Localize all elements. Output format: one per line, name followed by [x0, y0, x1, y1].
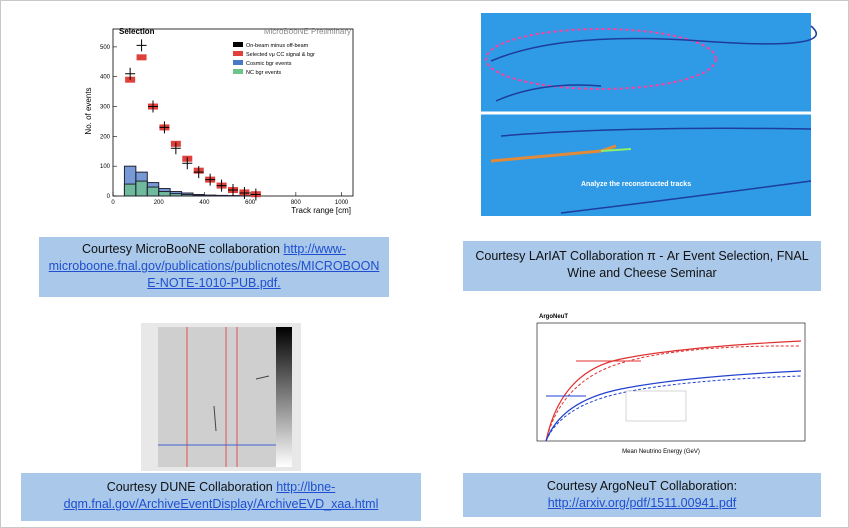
- caption-text: Courtesy DUNE Collaboration: [107, 480, 273, 494]
- histogram-bar: [124, 184, 135, 196]
- histogram-bar: [170, 194, 181, 196]
- legend-swatch: [233, 60, 243, 65]
- image-label: Analyze the reconstructed tracks: [581, 181, 691, 188]
- color-scale: [276, 327, 292, 467]
- y-tick-label: 100: [100, 164, 111, 170]
- plot-title: Selection: [119, 27, 155, 36]
- x-tick-label: 600: [245, 200, 256, 206]
- legend-swatch: [233, 42, 243, 47]
- histogram-bar: [193, 195, 204, 196]
- legend-label: NC bgr events: [246, 70, 281, 76]
- histogram-bar: [136, 181, 147, 196]
- x-tick-label: 400: [199, 200, 210, 206]
- histogram-bar: [182, 195, 193, 196]
- caption: Courtesy LArIAT Collaboration π - Ar Eve…: [463, 241, 821, 291]
- plot-label: MicroBooNE Preliminary: [264, 27, 351, 36]
- y-tick-label: 300: [100, 105, 111, 111]
- plot-image: [506, 311, 816, 463]
- x-axis-label: Mean Neutrino Energy (GeV): [622, 449, 700, 455]
- plot-title: ArgoNeuT: [539, 314, 568, 320]
- y-axis-label: No. of events: [84, 87, 93, 134]
- caption: Courtesy DUNE Collaboration http://lbne-…: [21, 473, 421, 521]
- x-tick-label: 1000: [335, 200, 349, 206]
- y-tick-label: 400: [100, 75, 111, 81]
- caption: Courtesy ArgoNeuT Collaboration: http://…: [463, 473, 821, 517]
- caption-text: Courtesy MicroBooNE collaboration: [82, 242, 280, 256]
- mc-box: [137, 54, 147, 60]
- legend-label: Selected νμ CC signal & bgr: [246, 52, 315, 58]
- x-tick-label: 200: [154, 200, 165, 206]
- legend-swatch: [233, 69, 243, 74]
- x-axis-label: Track range [cm]: [291, 206, 351, 215]
- caption-text: Courtesy LArIAT Collaboration π - Ar Eve…: [475, 249, 808, 280]
- display-area: [158, 327, 276, 467]
- y-tick-label: 500: [100, 45, 111, 51]
- y-tick-label: 200: [100, 134, 111, 140]
- caption: Courtesy MicroBooNE collaboration http:/…: [39, 237, 389, 297]
- histogram-bar: [204, 195, 215, 196]
- caption-text: Courtesy ArgoNeuT Collaboration:: [547, 479, 737, 493]
- histogram-bar: [159, 192, 170, 196]
- legend-label: On-beam minus off-beam: [246, 43, 309, 49]
- caption-link[interactable]: http://arxiv.org/pdf/1511.00941.pdf: [548, 496, 737, 510]
- legend-label: Cosmic bgr events: [246, 61, 292, 67]
- legend-swatch: [233, 51, 243, 56]
- x-tick-label: 800: [291, 200, 302, 206]
- slide: Selection MicroBooNE Preliminary No. of …: [0, 0, 849, 528]
- legend-box: [626, 391, 686, 421]
- histogram-bar: [147, 187, 158, 196]
